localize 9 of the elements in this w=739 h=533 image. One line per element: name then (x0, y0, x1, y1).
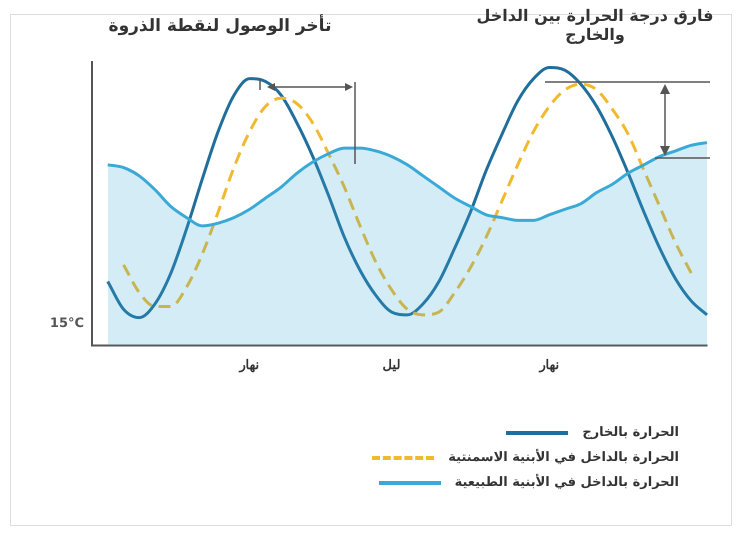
legend-label: الحرارة بالداخل في الأبنية الاسمنتية (448, 450, 679, 465)
text: فارق درجة الحرارة بين الداخل والخارج (475, 6, 715, 44)
legend-label: الحرارة بالداخل في الأبنية الطبيعية (454, 475, 679, 490)
legend-label: الحرارة بالخارج (582, 425, 679, 440)
text: 15°C (48, 316, 86, 331)
text: تأخر الوصول لنقطة الذروة (108, 16, 332, 36)
x-tick-label: ليل (382, 356, 401, 372)
x-tick-label: نهار (238, 356, 260, 373)
x-tick-label: نهار (538, 356, 560, 373)
